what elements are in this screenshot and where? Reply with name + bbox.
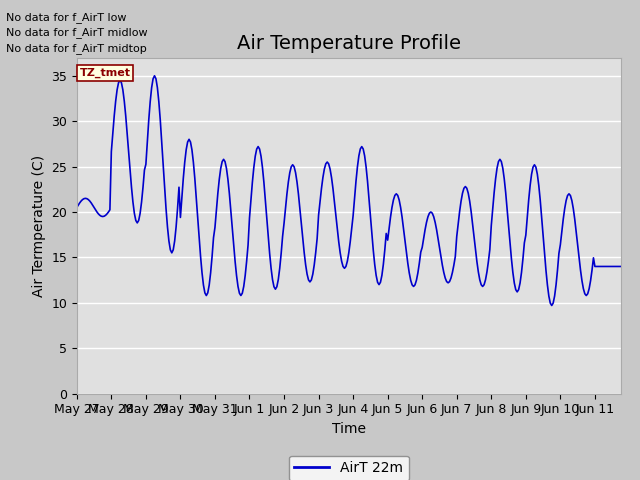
X-axis label: Time: Time (332, 422, 366, 436)
Legend: AirT 22m: AirT 22m (289, 456, 409, 480)
Y-axis label: Air Termperature (C): Air Termperature (C) (31, 155, 45, 297)
Title: Air Temperature Profile: Air Temperature Profile (237, 34, 461, 53)
Text: TZ_tmet: TZ_tmet (79, 68, 131, 78)
Text: No data for f_AirT midtop: No data for f_AirT midtop (6, 43, 147, 54)
Text: No data for f_AirT midlow: No data for f_AirT midlow (6, 27, 148, 38)
Text: No data for f_AirT low: No data for f_AirT low (6, 12, 127, 23)
